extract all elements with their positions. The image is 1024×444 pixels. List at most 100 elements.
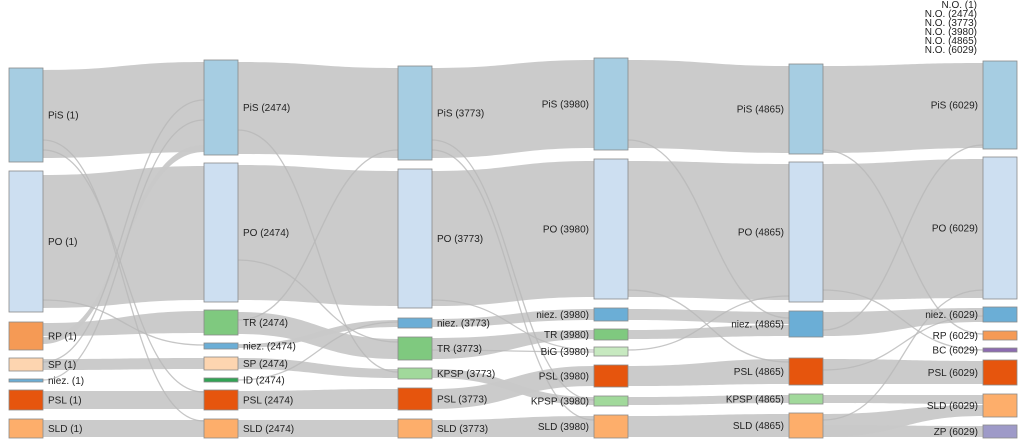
node-c1-pis[interactable] [203, 59, 239, 156]
node-c5-niez[interactable] [982, 306, 1018, 323]
node-c2-kpsp[interactable] [397, 367, 433, 380]
node-c2-niez[interactable] [397, 317, 433, 329]
node-c1-tr[interactable] [203, 309, 239, 336]
thin-flow-c0_po-to-c1_niez [42, 299, 205, 346]
thin-flow-c1_tr-to-c2_pis [237, 149, 399, 321]
flow-c3_niez-to-c4_niez [628, 309, 789, 324]
node-c2-po[interactable] [397, 168, 433, 309]
node-label-c1-sp: SP (2474) [243, 359, 288, 370]
node-label-c5-sld: SLD (6029) [927, 401, 978, 412]
node-c2-tr[interactable] [397, 336, 433, 361]
node-c1-po[interactable] [203, 162, 239, 303]
node-c3-sld[interactable] [593, 414, 629, 439]
node-c3-niez[interactable] [593, 307, 629, 322]
node-label-c3-po: PO (3980) [543, 225, 589, 236]
thin-flow-c0_sp-to-c1_pis [42, 99, 205, 363]
node-label-c1-tr: TR (2474) [243, 318, 288, 329]
node-c0-sp[interactable] [8, 357, 44, 372]
node-label-c5-niez: niez. (6029) [925, 310, 978, 321]
node-label-c0-niez: niez. (1) [48, 376, 84, 387]
thin-flow-c2_po-to-c3_big [431, 299, 595, 351]
node-label-c2-tr: TR (3773) [437, 344, 482, 355]
thin-flow-c0_pis-to-c1_sld [42, 139, 205, 422]
node-c5-zp[interactable] [982, 424, 1018, 439]
node-c1-psl[interactable] [203, 389, 239, 411]
no-label: N.O. (3980) [925, 27, 977, 38]
node-c1-sp[interactable] [203, 356, 239, 371]
node-label-c4-sld: SLD (4865) [733, 421, 784, 432]
thin-flow-c1_pis-to-c2_kpsp [237, 129, 399, 373]
sankey-labels: PiS (1) PO (1) RP (1) SP (1) niez. (1) PSL (1… [48, 0, 978, 438]
node-c4-kpsp[interactable] [788, 393, 824, 405]
node-c2-psl[interactable] [397, 387, 433, 411]
node-c3-po[interactable] [593, 158, 629, 300]
node-label-c5-pis: PiS (6029) [931, 101, 978, 112]
node-c3-pis[interactable] [593, 57, 629, 151]
node-c3-big[interactable] [593, 346, 629, 357]
flow-c0_sld-to-c1_sld [43, 420, 204, 437]
flow-c3_psl-to-c4_psl [628, 359, 789, 386]
node-c3-kpsp[interactable] [593, 395, 629, 407]
flow-c0_rp-to-c1_tr [43, 311, 204, 336]
thin-flow-c3_pis-to-c4_niez [627, 139, 790, 319]
flow-c4_pis-to-c5_pis [823, 63, 983, 153]
node-label-c2-kpsp: KPSP (3773) [437, 369, 495, 380]
flow-c4_sld-to-c5_zp [823, 425, 983, 437]
node-c0-sld[interactable] [8, 418, 44, 439]
node-c4-po[interactable] [788, 161, 824, 303]
flow-c4_po-to-c5_po [823, 159, 983, 300]
node-label-c0-rp: RP (1) [48, 332, 77, 343]
thin-flow-c4_niez-to-c5_pis [822, 144, 984, 331]
thin-flow-c3_po-to-c4_psl [627, 289, 790, 363]
thin-flow-c1_id-to-c2_niez [237, 321, 399, 381]
node-c1-sld[interactable] [203, 418, 239, 439]
node-c2-pis[interactable] [397, 65, 433, 161]
no-label: N.O. (6029) [925, 45, 977, 56]
node-label-c1-sld: SLD (2474) [243, 424, 294, 435]
node-c0-po[interactable] [8, 170, 44, 313]
node-label-c3-pis: PiS (3980) [542, 100, 589, 111]
node-c0-niez[interactable] [8, 378, 44, 383]
node-label-c2-sld: SLD (3773) [437, 424, 488, 435]
node-c3-psl[interactable] [593, 364, 629, 388]
node-c1-id[interactable] [203, 377, 239, 383]
node-c5-psl[interactable] [982, 359, 1018, 386]
node-label-c3-sld: SLD (3980) [538, 422, 589, 433]
node-c4-psl[interactable] [788, 357, 824, 386]
node-c0-rp[interactable] [8, 321, 44, 351]
node-c5-rp[interactable] [982, 330, 1018, 341]
no-label: N.O. (4865) [925, 36, 977, 47]
node-label-c4-pis: PiS (4865) [737, 105, 784, 116]
node-c4-pis[interactable] [788, 63, 824, 155]
node-c5-sld[interactable] [982, 393, 1018, 418]
node-c3-tr[interactable] [593, 328, 629, 341]
node-label-c4-po: PO (4865) [738, 228, 784, 239]
node-label-c1-niez: niez. (2474) [243, 342, 296, 353]
node-c0-psl[interactable] [8, 389, 44, 411]
node-c5-po[interactable] [982, 156, 1018, 300]
node-c0-pis[interactable] [8, 67, 44, 163]
thin-flow-c4_psl-to-c5_niez [822, 315, 984, 371]
node-label-c0-po: PO (1) [48, 237, 77, 248]
node-c5-bc[interactable] [982, 347, 1018, 353]
thin-flow-c0_pis-to-c1_psl [42, 149, 205, 393]
node-label-c0-sld: SLD (1) [48, 424, 82, 435]
node-label-c2-pis: PiS (3773) [437, 109, 484, 120]
node-c2-sld[interactable] [397, 418, 433, 439]
node-label-c4-psl: PSL (4865) [734, 367, 784, 378]
node-label-c3-big: BiG (3980) [541, 347, 589, 358]
node-label-c1-pis: PiS (2474) [243, 103, 290, 114]
thin-flow-c3_big-to-c4_po [627, 295, 790, 351]
node-c4-niez[interactable] [788, 310, 824, 338]
flow-c0_pis-to-c1_pis [43, 62, 204, 158]
thin-flow-c2_pis-to-c3_kpsp [431, 139, 595, 401]
node-label-c2-po: PO (3773) [437, 234, 483, 245]
node-c1-niez[interactable] [203, 342, 239, 350]
sankey-nodes [8, 57, 1018, 439]
flow-c3_sld-to-c4_sld [628, 414, 789, 437]
node-c4-sld[interactable] [788, 412, 824, 439]
thin-flow-c2_pis-to-c3_sld [431, 149, 595, 421]
node-label-c0-pis: PiS (1) [48, 111, 79, 122]
node-c5-pis[interactable] [982, 60, 1018, 150]
thin-flow-c0_niez-to-c1_pis [42, 119, 205, 381]
